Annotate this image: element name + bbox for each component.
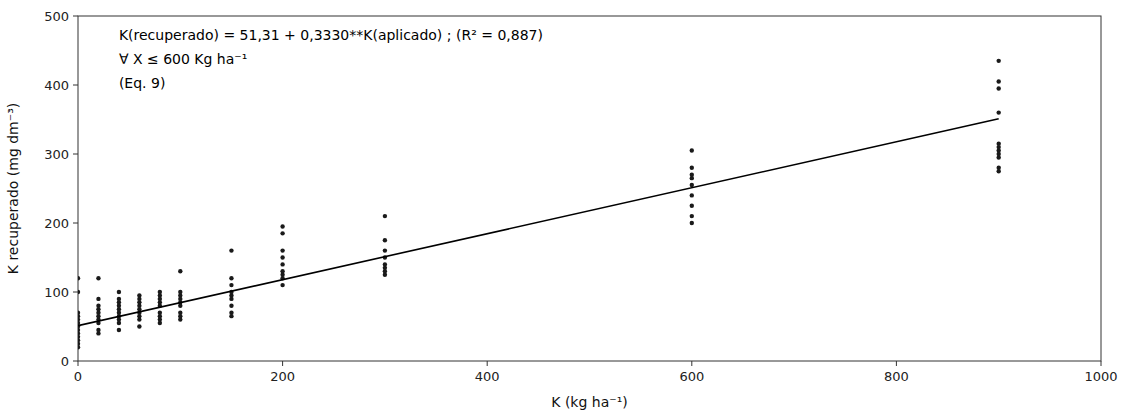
scatter-point bbox=[997, 141, 1001, 145]
scatter-point bbox=[137, 293, 141, 297]
x-tick-label: 0 bbox=[74, 369, 82, 384]
x-tick bbox=[1101, 361, 1102, 366]
scatter-point bbox=[690, 214, 694, 218]
scatter-point bbox=[178, 290, 182, 294]
scatter-point bbox=[280, 262, 284, 266]
regression-line bbox=[78, 119, 999, 326]
x-tick-label: 400 bbox=[475, 369, 500, 384]
x-tick-label: 600 bbox=[679, 369, 704, 384]
scatter-point bbox=[117, 290, 121, 294]
scatter-point bbox=[280, 248, 284, 252]
chart: 0 200 400 600 800 1000 0 100 200 300 400 500 K (kg h… bbox=[0, 0, 1125, 417]
scatter-point bbox=[690, 166, 694, 170]
scatter-point bbox=[229, 311, 233, 315]
scatter-point bbox=[997, 59, 1001, 63]
scatter-point bbox=[690, 204, 694, 208]
scatter-point bbox=[78, 276, 80, 280]
scatter-point bbox=[280, 269, 284, 273]
x-tick bbox=[896, 361, 897, 366]
y-tick-label: 300 bbox=[44, 147, 69, 162]
y-tick-label: 0 bbox=[61, 354, 69, 369]
y-tick bbox=[73, 154, 78, 155]
y-tick-label: 400 bbox=[44, 78, 69, 93]
scatter-point bbox=[997, 79, 1001, 83]
scatter-point bbox=[229, 283, 233, 287]
scatter-point bbox=[690, 193, 694, 197]
scatter-point bbox=[78, 290, 80, 294]
scatter-point bbox=[690, 148, 694, 152]
plot-area bbox=[78, 59, 1001, 350]
scatter-point bbox=[280, 231, 284, 235]
y-tick bbox=[73, 16, 78, 17]
scatter-point bbox=[96, 297, 100, 301]
x-tick bbox=[487, 361, 488, 366]
annotation: ∀ X ≤ 600 Kg ha⁻¹ bbox=[119, 51, 247, 67]
scatter-point bbox=[158, 311, 162, 315]
scatter-point bbox=[280, 255, 284, 259]
scatter-point bbox=[383, 214, 387, 218]
x-tick-label: 200 bbox=[270, 369, 295, 384]
scatter-point bbox=[383, 262, 387, 266]
y-axis-label: K recuperado (mg dm⁻³) bbox=[5, 103, 21, 274]
y-tick bbox=[73, 292, 78, 293]
annotation: K(recuperado) = 51,31 + 0,3330**K(aplica… bbox=[119, 27, 543, 43]
scatter-point bbox=[997, 166, 1001, 170]
scatter-point bbox=[383, 238, 387, 242]
scatter-point bbox=[229, 276, 233, 280]
scatter-point bbox=[137, 324, 141, 328]
scatter-point bbox=[96, 328, 100, 332]
y-tick bbox=[73, 223, 78, 224]
scatter-point bbox=[158, 290, 162, 294]
scatter-point bbox=[229, 248, 233, 252]
scatter-point bbox=[178, 311, 182, 315]
scatter-point bbox=[96, 276, 100, 280]
y-tick-label: 100 bbox=[44, 285, 69, 300]
scatter-point bbox=[690, 173, 694, 177]
y-tick-label: 500 bbox=[44, 9, 69, 24]
plot-frame bbox=[78, 16, 1101, 361]
scatter-point bbox=[96, 304, 100, 308]
y-tick bbox=[73, 85, 78, 86]
x-tick bbox=[282, 361, 283, 366]
scatter-point bbox=[78, 311, 80, 315]
background bbox=[0, 0, 1125, 417]
scatter-point bbox=[997, 86, 1001, 90]
scatter-point bbox=[178, 269, 182, 273]
y-tick bbox=[73, 361, 78, 362]
scatter-point bbox=[117, 328, 121, 332]
scatter-point bbox=[229, 304, 233, 308]
x-tick-label: 800 bbox=[884, 369, 909, 384]
annotation: (Eq. 9) bbox=[119, 75, 165, 91]
scatter-point bbox=[117, 297, 121, 301]
y-tick-label: 200 bbox=[44, 216, 69, 231]
scatter-point bbox=[280, 283, 284, 287]
scatter-point bbox=[280, 224, 284, 228]
x-axis-label: K (kg ha⁻¹) bbox=[551, 394, 627, 410]
x-tick-label: 1000 bbox=[1084, 369, 1117, 384]
x-tick bbox=[78, 361, 79, 366]
scatter-point bbox=[690, 221, 694, 225]
x-tick bbox=[691, 361, 692, 366]
annotations: K(recuperado) = 51,31 + 0,3330**K(aplica… bbox=[119, 27, 543, 91]
scatter-point bbox=[383, 248, 387, 252]
scatter-point bbox=[997, 110, 1001, 114]
axes: 0 200 400 600 800 1000 0 100 200 300 400 500 bbox=[44, 9, 1117, 385]
